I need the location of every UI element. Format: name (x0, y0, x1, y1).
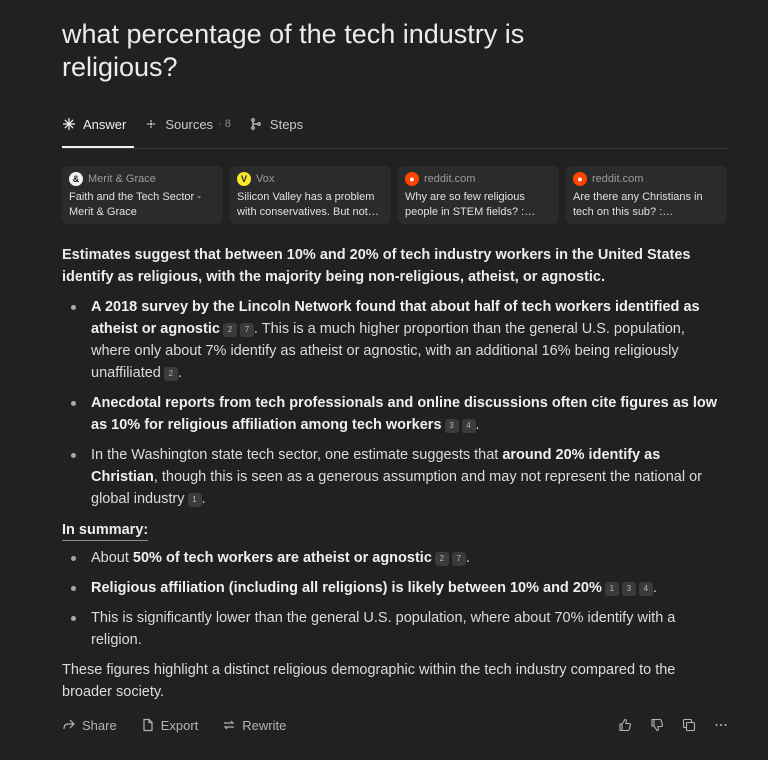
citation-badge[interactable]: 2 (222, 323, 237, 337)
source-card[interactable]: ● reddit.com Are there any Christians in… (566, 166, 727, 224)
copy-icon[interactable] (682, 718, 696, 732)
export-button[interactable]: Export (141, 717, 199, 733)
text: . (177, 365, 182, 381)
tab-bar: Answer Sources · 8 Steps (62, 112, 728, 149)
list-item: A 2018 survey by the Lincoln Network fou… (62, 296, 728, 384)
more-options-icon[interactable] (714, 718, 728, 732)
tab-steps-label: Steps (269, 116, 304, 132)
citation-badge[interactable]: 2 (434, 552, 449, 566)
bold-text: A 2018 survey by the Lincoln Network fou… (91, 299, 700, 337)
list-item: About 50% of tech workers are atheist or… (62, 547, 728, 569)
text: , though this is seen as a generous assu… (91, 469, 702, 507)
tab-answer-label: Answer (83, 116, 127, 132)
bold-text: Anecdotal reports from tech professional… (91, 395, 718, 433)
citation-badge[interactable]: 3 (444, 419, 459, 433)
source-title: Are there any Christians in tech on this… (573, 191, 703, 218)
citation-badge[interactable]: 1 (604, 582, 619, 596)
text: . (652, 580, 657, 596)
source-title: Why are so few religious people in STEM … (405, 191, 536, 218)
thumbs-up-icon[interactable] (618, 718, 632, 732)
tab-sources-label: Sources (165, 116, 214, 132)
text: About (91, 550, 133, 566)
tab-steps[interactable]: Steps (249, 112, 303, 136)
citation-badge[interactable]: 1 (187, 493, 202, 507)
source-site: Vox (256, 173, 275, 185)
bold-text: 50% of tech workers are atheist or agnos… (132, 550, 432, 566)
list-item: Religious affiliation (including all rel… (62, 577, 728, 599)
summary-list: About 50% of tech workers are atheist or… (62, 547, 728, 651)
bold-text: around 20% identify as Christian (91, 447, 661, 485)
list-item: Anecdotal reports from tech professional… (62, 392, 728, 436)
list-item: In the Washington state tech sector, one… (62, 444, 728, 510)
query-title: what percentage of the tech industry is … (62, 19, 525, 82)
merit-grace-icon: & (69, 172, 83, 186)
sources-count: · 8 (218, 118, 231, 130)
findings-list: A 2018 survey by the Lincoln Network fou… (62, 296, 728, 510)
tab-answer[interactable]: Answer (62, 112, 135, 148)
citation-badge[interactable]: 7 (239, 323, 254, 337)
citation-badge[interactable]: 2 (163, 367, 178, 381)
text: . This is a much higher proportion than … (91, 321, 685, 381)
source-card[interactable]: ● reddit.com Why are so few religious pe… (398, 166, 559, 224)
export-label: Export (160, 717, 199, 733)
vox-icon: V (237, 172, 251, 186)
action-bar: Share Export Rewrite (62, 715, 728, 735)
text: . (465, 550, 470, 566)
text: . (201, 491, 206, 507)
steps-icon (249, 117, 263, 131)
rewrite-icon (223, 720, 235, 730)
text: This is significantly lower than the gen… (91, 610, 676, 648)
sources-icon (144, 117, 158, 131)
export-icon (143, 718, 153, 732)
source-title: Silicon Valley has a problem with conser… (237, 191, 379, 218)
reddit-icon: ● (573, 172, 587, 186)
citation-badge[interactable]: 7 (451, 552, 466, 566)
source-site: reddit.com (592, 173, 644, 185)
citation-badge[interactable]: 4 (638, 582, 653, 596)
bold-text: Religious affiliation (including all rel… (91, 580, 602, 596)
list-item: This is significantly lower than the gen… (62, 607, 728, 651)
closing-paragraph: These figures highlight a distinct relig… (62, 662, 676, 700)
share-icon (63, 719, 75, 730)
citation-badge[interactable]: 3 (621, 582, 636, 596)
citation-badge[interactable]: 4 (461, 419, 476, 433)
source-site: Merit & Grace (88, 173, 156, 185)
rewrite-button[interactable]: Rewrite (222, 718, 286, 733)
reddit-icon: ● (405, 172, 419, 186)
source-cards: & Merit & Grace Faith and the Tech Secto… (62, 166, 728, 224)
share-button[interactable]: Share (62, 718, 117, 733)
source-card[interactable]: & Merit & Grace Faith and the Tech Secto… (62, 166, 223, 224)
share-label: Share (82, 717, 117, 733)
thumbs-down-icon[interactable] (650, 718, 664, 732)
text: . (475, 417, 480, 433)
answer-body: Estimates suggest that between 10% and 2… (62, 244, 728, 703)
rewrite-label: Rewrite (242, 717, 287, 733)
source-title: Faith and the Tech Sector - Merit & Grac… (69, 191, 201, 218)
summary-heading: In summary: (62, 520, 149, 541)
answer-icon (62, 117, 76, 131)
answer-intro: Estimates suggest that between 10% and 2… (62, 247, 691, 285)
text: In the Washington state tech sector, one… (91, 447, 503, 463)
source-card[interactable]: V Vox Silicon Valley has a problem with … (230, 166, 391, 224)
source-site: reddit.com (424, 173, 476, 185)
tab-sources[interactable]: Sources · 8 (144, 112, 231, 136)
